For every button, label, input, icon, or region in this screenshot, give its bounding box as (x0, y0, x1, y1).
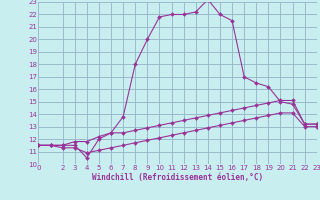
X-axis label: Windchill (Refroidissement éolien,°C): Windchill (Refroidissement éolien,°C) (92, 173, 263, 182)
